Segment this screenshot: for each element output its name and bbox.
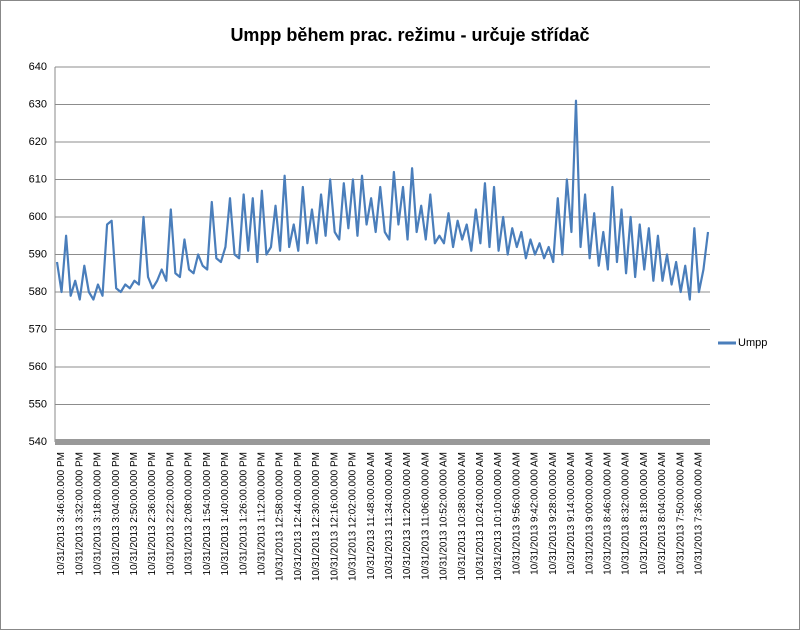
x-tick-label: 10/31/2013 9:00:00.000 AM bbox=[584, 452, 595, 575]
x-tick-label: 10/31/2013 12:16:00.000 PM bbox=[329, 452, 340, 581]
y-tick-label: 590 bbox=[29, 248, 47, 260]
y-tick-label: 600 bbox=[29, 211, 47, 223]
x-tick-label: 10/31/2013 2:22:00.000 PM bbox=[165, 452, 176, 575]
x-tick-label: 10/31/2013 11:06:00.000 AM bbox=[420, 452, 431, 580]
x-tick-label: 10/31/2013 8:18:00.000 AM bbox=[639, 452, 650, 575]
x-tick-label: 10/31/2013 3:18:00.000 PM bbox=[93, 452, 104, 575]
y-tick-label: 550 bbox=[29, 398, 47, 410]
x-tick-label: 10/31/2013 7:36:00.000 AM bbox=[694, 452, 705, 575]
y-tick-label: 580 bbox=[29, 286, 47, 298]
x-tick-label: 10/31/2013 8:04:00.000 AM bbox=[657, 452, 668, 575]
x-tick-label: 10/31/2013 2:08:00.000 PM bbox=[184, 452, 195, 575]
x-tick-label: 10/31/2013 8:32:00.000 AM bbox=[621, 452, 632, 575]
x-tick-label: 10/31/2013 11:48:00.000 AM bbox=[366, 452, 377, 580]
x-tick-label: 10/31/2013 9:28:00.000 AM bbox=[548, 452, 559, 575]
y-tick-label: 570 bbox=[29, 323, 47, 335]
x-tick-label: 10/31/2013 7:50:00.000 AM bbox=[675, 452, 686, 575]
y-tick-label: 620 bbox=[29, 136, 47, 148]
y-tick-label: 540 bbox=[29, 436, 47, 448]
x-tick-label: 10/31/2013 11:34:00.000 AM bbox=[384, 452, 395, 580]
x-tick-label: 10/31/2013 10:38:00.000 AM bbox=[457, 452, 468, 580]
x-tick-label: 10/31/2013 12:02:00.000 PM bbox=[348, 452, 359, 581]
x-tick-label: 10/31/2013 3:32:00.000 PM bbox=[74, 452, 85, 575]
x-tick-label: 10/31/2013 10:10:00.000 AM bbox=[493, 452, 504, 580]
x-tick-label: 10/31/2013 1:12:00.000 PM bbox=[257, 452, 268, 575]
x-tick-label: 10/31/2013 9:56:00.000 AM bbox=[511, 452, 522, 575]
plot bbox=[55, 99, 710, 301]
x-tick-label: 10/31/2013 1:40:00.000 PM bbox=[220, 452, 231, 575]
y-tick-label: 610 bbox=[29, 173, 47, 185]
x-tick-label: 10/31/2013 1:26:00.000 PM bbox=[238, 452, 249, 575]
x-tick-label: 10/31/2013 10:24:00.000 AM bbox=[475, 452, 486, 580]
x-tick-label: 10/31/2013 9:14:00.000 AM bbox=[566, 452, 577, 575]
x-tick-label: 10/31/2013 1:54:00.000 PM bbox=[202, 452, 213, 575]
x-tick-label: 10/31/2013 3:04:00.000 PM bbox=[111, 452, 122, 575]
x-axis bbox=[55, 439, 710, 445]
x-tick-label: 10/31/2013 10:52:00.000 AM bbox=[439, 452, 450, 580]
y-tick-label: 640 bbox=[29, 61, 47, 73]
legend-label: Umpp bbox=[738, 337, 767, 349]
y-tick-label: 560 bbox=[29, 361, 47, 373]
chart-title: Umpp během prac. režimu - určuje střídač bbox=[230, 25, 589, 45]
x-tick-label: 10/31/2013 3:46:00.000 PM bbox=[56, 452, 67, 575]
x-tick-label: 10/31/2013 2:50:00.000 PM bbox=[129, 452, 140, 575]
x-tick-label: 10/31/2013 12:44:00.000 PM bbox=[293, 452, 304, 581]
x-tick-label: 10/31/2013 12:58:00.000 PM bbox=[275, 452, 286, 581]
x-tick-label: 10/31/2013 8:46:00.000 AM bbox=[602, 452, 613, 575]
x-tick-label: 10/31/2013 12:30:00.000 PM bbox=[311, 452, 322, 581]
y-tick-label: 630 bbox=[29, 98, 47, 110]
series-line bbox=[55, 99, 710, 301]
x-tick-label: 10/31/2013 9:42:00.000 AM bbox=[530, 452, 541, 575]
x-tick-label: 10/31/2013 2:36:00.000 PM bbox=[147, 452, 158, 575]
x-tick-label: 10/31/2013 11:20:00.000 AM bbox=[402, 452, 413, 580]
